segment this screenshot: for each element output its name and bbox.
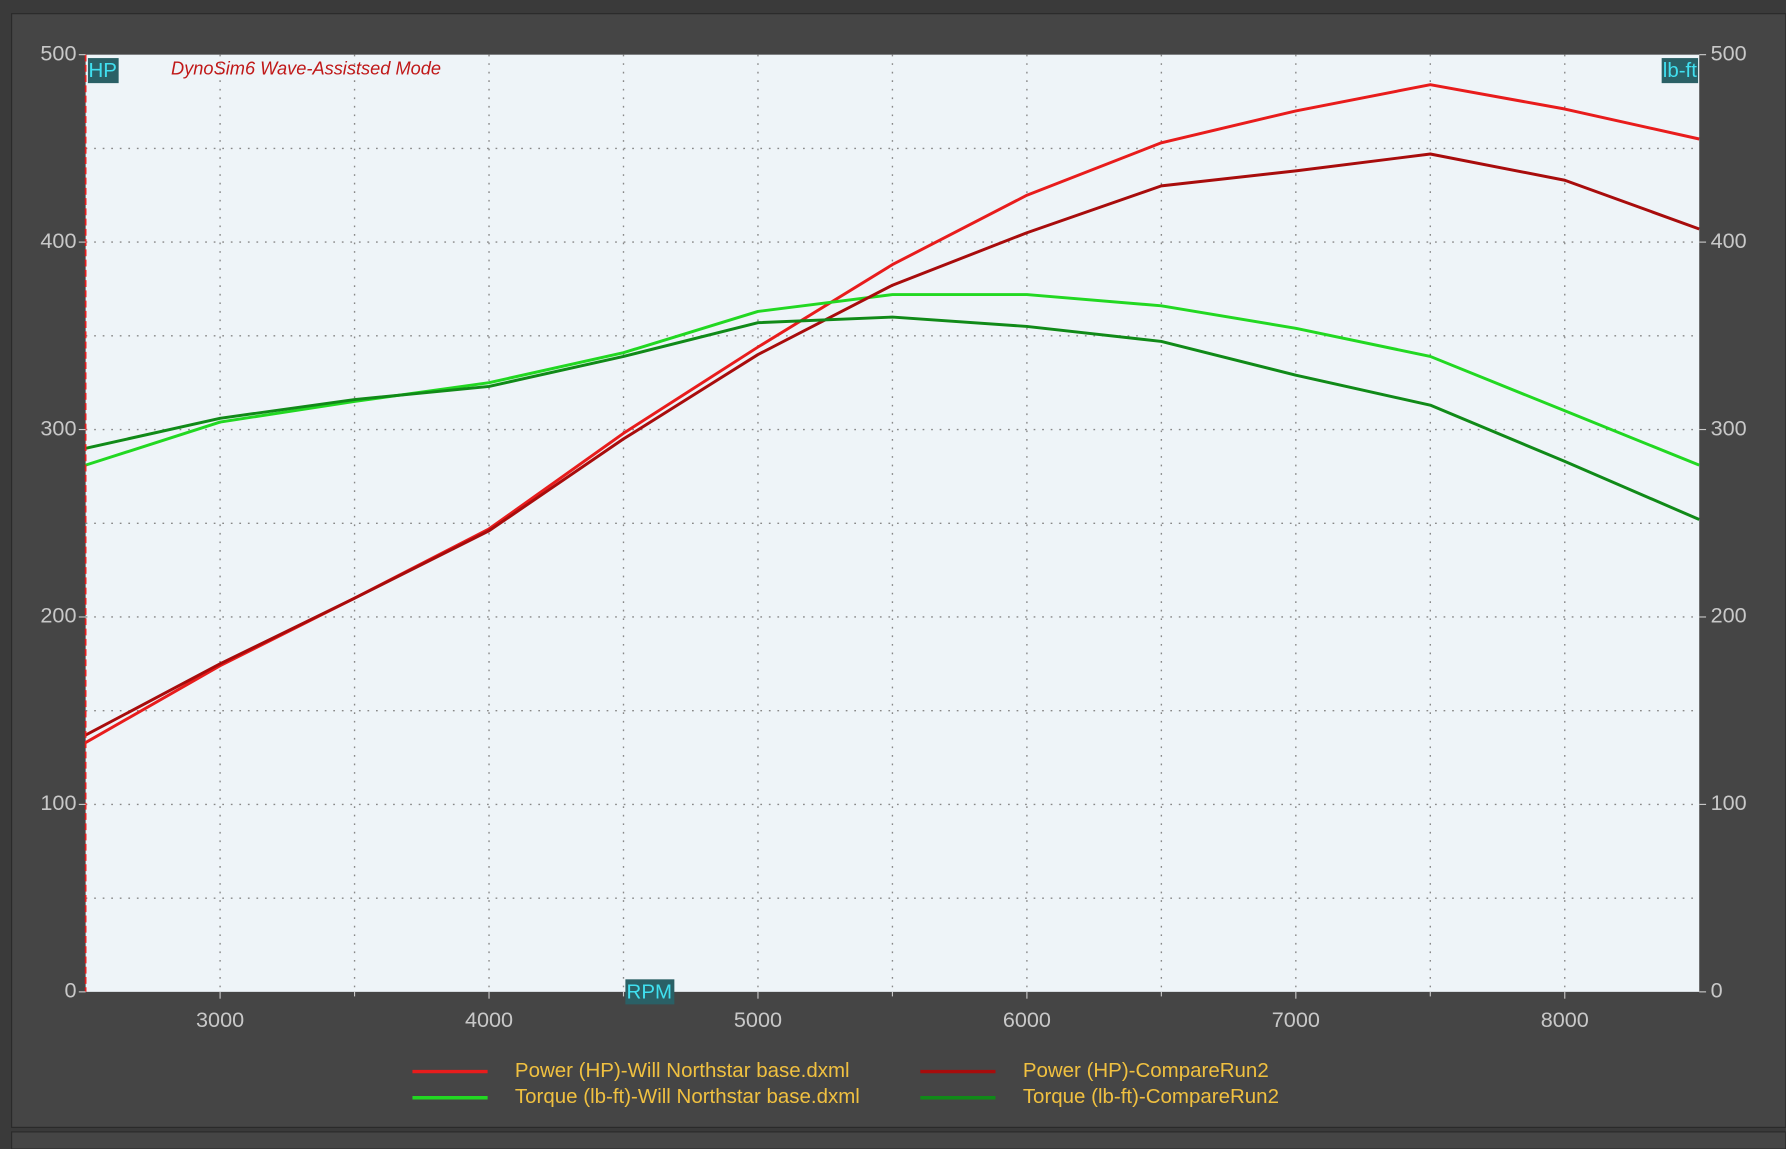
legend-label: Power (HP)-CompareRun2 bbox=[1023, 1059, 1269, 1082]
chart-title: DynoSim6 Wave-Assistsed Mode bbox=[171, 58, 441, 78]
y2-tick-label: 100 bbox=[1711, 790, 1747, 815]
series-line bbox=[85, 293, 1700, 467]
plot-area bbox=[85, 54, 1700, 992]
legend: Power (HP)-Will Northstar base.dxml Torqu… bbox=[412, 1059, 1279, 1108]
y2-tick-label: 300 bbox=[1711, 415, 1747, 440]
y-tick-label: 0 bbox=[64, 978, 76, 1003]
x-tick-label: 8000 bbox=[1541, 1007, 1589, 1032]
y2-axis-label: lb-ft bbox=[1663, 59, 1697, 82]
y-label-box bbox=[87, 58, 119, 84]
legend-label: Power (HP)-Will Northstar base.dxml bbox=[515, 1059, 850, 1082]
x-tick-label: 5000 bbox=[734, 1007, 782, 1032]
y-tick-label: 200 bbox=[40, 603, 76, 628]
x-tick-label: 6000 bbox=[1003, 1007, 1051, 1032]
x-tick-label: 3000 bbox=[196, 1007, 244, 1032]
x-tick-label: 7000 bbox=[1272, 1007, 1320, 1032]
series-line bbox=[84, 152, 1700, 737]
y-tick-label: 100 bbox=[40, 790, 76, 815]
y2-tick-label: 200 bbox=[1711, 603, 1747, 628]
bottom-bar bbox=[11, 1131, 1786, 1149]
y-tick-label: 400 bbox=[40, 228, 76, 253]
y2-label-box bbox=[1661, 58, 1699, 84]
y2-tick-label: 400 bbox=[1711, 228, 1747, 253]
y-tick-label: 300 bbox=[40, 415, 76, 440]
y2-tick-label: 0 bbox=[1711, 978, 1723, 1003]
series-line bbox=[85, 315, 1700, 521]
x-axis-label: RPM bbox=[627, 980, 673, 1003]
x-label-box bbox=[625, 979, 675, 1005]
y-tick-label: 500 bbox=[40, 40, 76, 65]
legend-label: Torque (lb-ft)-CompareRun2 bbox=[1023, 1085, 1279, 1108]
y2-tick-label: 500 bbox=[1711, 40, 1747, 65]
x-tick-label: 4000 bbox=[465, 1007, 513, 1032]
lines bbox=[84, 83, 1700, 744]
legend-label: Torque (lb-ft)-Will Northstar base.dxml bbox=[515, 1085, 860, 1108]
y-axis-label: HP bbox=[88, 59, 116, 82]
